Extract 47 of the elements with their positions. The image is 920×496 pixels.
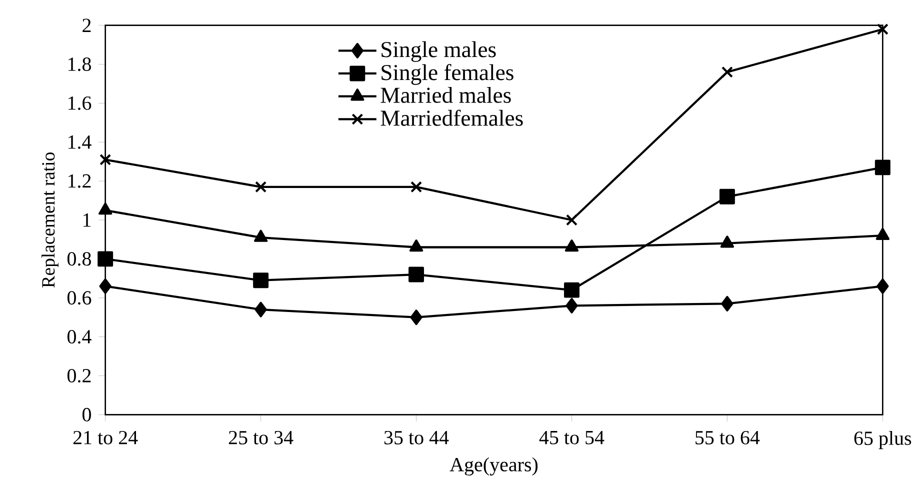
y-tick-label: 1.8 (68, 57, 91, 72)
x-tick-label: 65 plus (854, 430, 912, 450)
point (98, 251, 114, 267)
point (564, 282, 580, 298)
x-tick-label: 21 to 24 (73, 430, 138, 444)
y-tick-label: 1 (83, 213, 91, 227)
x-tick-label: 25 to 34 (228, 430, 294, 444)
point (100, 154, 112, 166)
point (876, 228, 890, 240)
y-tick-label: 0.2 (67, 368, 91, 383)
point (409, 240, 424, 252)
y-tick-label: 0.8 (67, 252, 91, 266)
y-tick-label: 1.4 (68, 135, 92, 149)
y-tick-label: 0 (82, 408, 91, 422)
x-axis-title: Age(years) (450, 457, 538, 476)
point (721, 296, 734, 312)
point (410, 310, 422, 326)
y-tick-label: 1.2 (68, 174, 91, 188)
point (410, 181, 422, 193)
point (255, 181, 267, 193)
point (876, 278, 889, 294)
y-tick-label: 1.6 (68, 96, 92, 110)
point (253, 272, 269, 288)
legend-label: Single males (382, 41, 496, 62)
point (98, 202, 112, 215)
x-tick-label: 45 to 54 (539, 430, 604, 444)
x-tick-label: 55 to 64 (696, 430, 760, 444)
y-tick-label: 0.4 (67, 330, 92, 344)
y-axis-title: Replacement ratio (42, 152, 58, 288)
y-tick-label: 2 (82, 18, 91, 32)
point (564, 240, 579, 252)
legend-label: Married males (380, 86, 511, 103)
point (99, 278, 112, 294)
point (566, 298, 578, 314)
point (876, 23, 888, 36)
legend-label: Marriedfemales (380, 110, 523, 126)
point (254, 302, 267, 318)
x-tick-label: 35 to 44 (384, 430, 449, 444)
point (719, 188, 735, 204)
legend-label: Single females (382, 64, 514, 85)
point (566, 214, 578, 226)
y-tick-label: 0.6 (67, 291, 92, 305)
point (720, 236, 734, 248)
point (254, 230, 268, 242)
point (408, 266, 424, 282)
point (721, 66, 733, 78)
point (874, 160, 890, 176)
